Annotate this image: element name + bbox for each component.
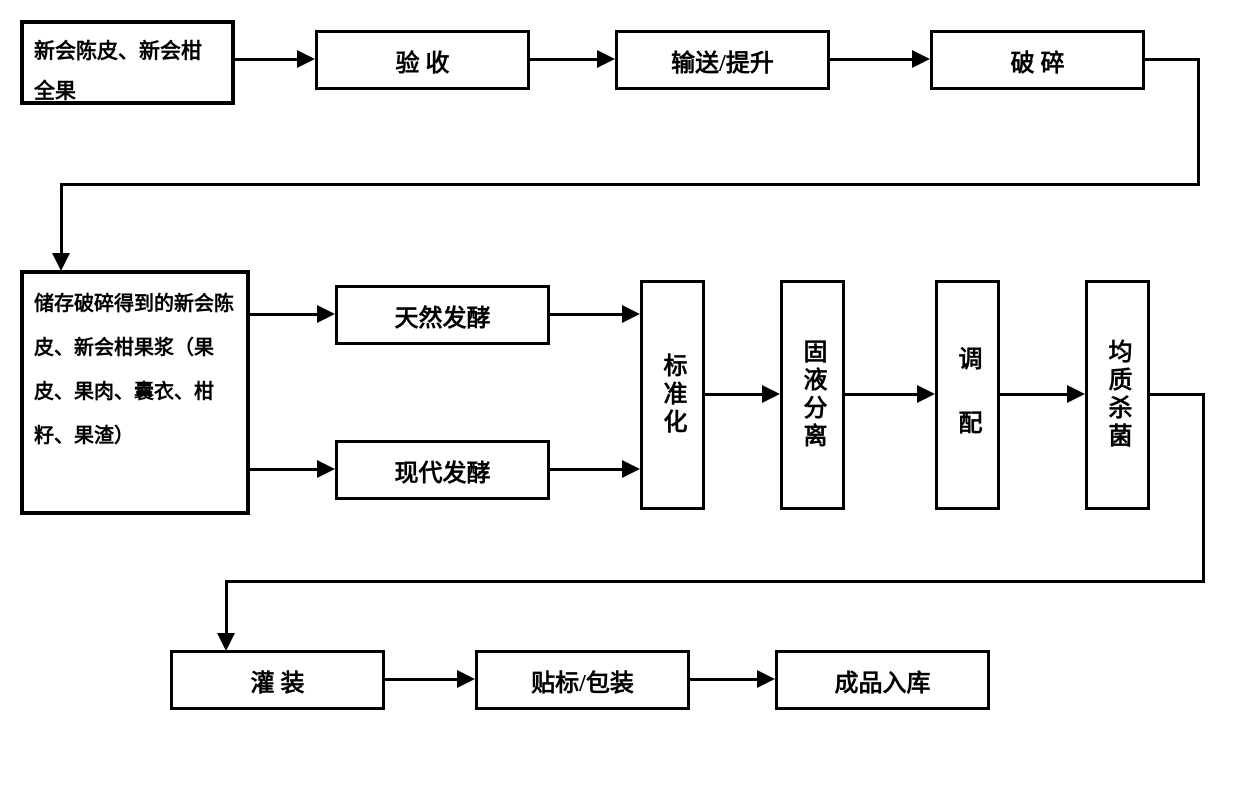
node-inspection: 验 收 [315,30,530,90]
edge-line [845,393,917,396]
node-label: 标准化 [655,353,690,437]
node-filling: 灌 装 [170,650,385,710]
arrow-icon [597,50,615,68]
node-label: 现代发酵 [395,453,491,488]
node-modern-ferment: 现代发酵 [335,440,550,500]
edge-line [690,678,757,681]
edge-line [225,580,228,635]
node-label: 输送/提升 [671,43,774,78]
node-raw-material: 新会陈皮、新会柑全果 [20,20,235,105]
node-standardization: 标准化 [640,280,705,510]
node-label: 调配 [950,316,985,474]
arrow-icon [317,305,335,323]
arrow-icon [917,385,935,403]
arrow-icon [217,633,235,651]
arrow-icon [52,253,70,271]
arrow-icon [762,385,780,403]
edge-line [1145,58,1200,61]
node-label: 验 收 [396,43,450,78]
edge-line [1150,393,1205,396]
node-storage: 储存破碎得到的新会陈皮、新会柑果浆（果皮、果肉、囊衣、柑籽、果渣） [20,270,250,515]
node-crush: 破 碎 [930,30,1145,90]
edge-line [250,468,317,471]
edge-line [235,58,297,61]
edge-line [1000,393,1067,396]
arrow-icon [757,670,775,688]
node-label: 新会陈皮、新会柑全果 [34,32,221,112]
edge-line [385,678,457,681]
node-label: 贴标/包装 [531,663,634,698]
edge-line [705,393,762,396]
node-natural-ferment: 天然发酵 [335,285,550,345]
edge-line [60,183,63,255]
arrow-icon [622,305,640,323]
node-label: 破 碎 [1011,43,1065,78]
node-warehouse: 成品入库 [775,650,990,710]
node-label: 灌 装 [251,663,305,698]
edge-line [250,313,317,316]
node-labeling: 贴标/包装 [475,650,690,710]
node-blending: 调配 [935,280,1000,510]
node-label: 天然发酵 [395,298,491,333]
node-convey: 输送/提升 [615,30,830,90]
arrow-icon [622,460,640,478]
node-label: 均质杀菌 [1100,339,1135,451]
node-sterilization: 均质杀菌 [1085,280,1150,510]
edge-line [550,468,622,471]
edge-line [1197,58,1200,186]
node-label: 固液分离 [795,339,830,451]
edge-line [1202,393,1205,583]
arrow-icon [1067,385,1085,403]
edge-line [830,58,912,61]
arrow-icon [457,670,475,688]
edge-line [60,183,1200,186]
edge-line [225,580,1205,583]
edge-line [530,58,597,61]
arrow-icon [297,50,315,68]
node-label: 储存破碎得到的新会陈皮、新会柑果浆（果皮、果肉、囊衣、柑籽、果渣） [34,282,236,458]
node-label: 成品入库 [835,663,931,698]
node-separation: 固液分离 [780,280,845,510]
edge-line [550,313,622,316]
arrow-icon [317,460,335,478]
arrow-icon [912,50,930,68]
